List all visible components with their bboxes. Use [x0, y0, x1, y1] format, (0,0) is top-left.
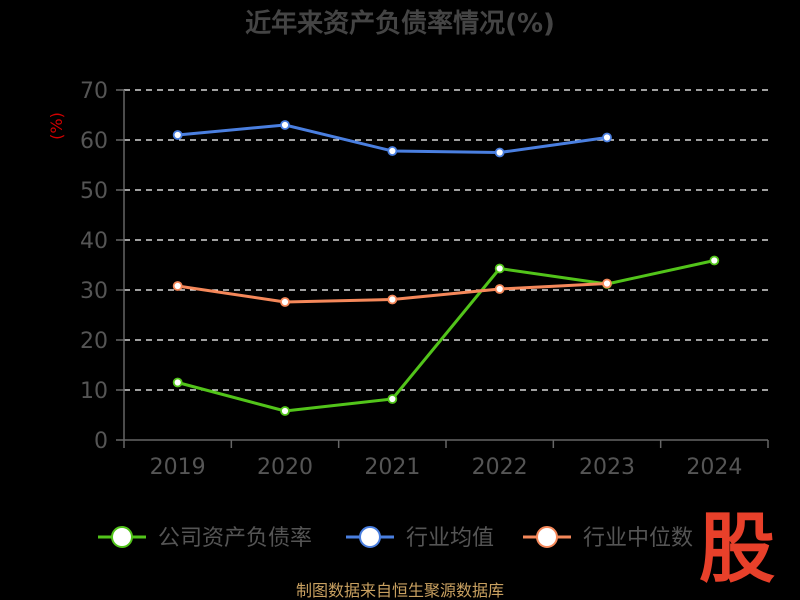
y-tick-label: 30 — [80, 279, 108, 304]
y-tick-label: 60 — [80, 129, 108, 154]
legend-item-label: 行业中位数 — [583, 526, 693, 551]
grid-lines — [124, 89, 768, 391]
data-point — [387, 146, 398, 156]
data-point — [494, 263, 505, 274]
x-tick-label: 2021 — [364, 455, 420, 480]
data-point — [494, 147, 505, 158]
logo-glyph: 股 — [699, 504, 775, 593]
legend: 公司资产负债率 行业均值 行业中位数 — [98, 526, 693, 551]
y-tick-label: 40 — [80, 229, 108, 254]
x-tick-labels: 2019 2020 2021 2022 2023 2024 — [150, 455, 743, 480]
data-point — [602, 278, 612, 289]
y-tick-labels: 0 10 20 30 40 50 60 70 — [80, 79, 108, 454]
x-tick-label: 2022 — [472, 455, 528, 480]
y-tick-label: 20 — [80, 329, 108, 354]
chart-title: 近年来资产负债率情况(%) — [245, 8, 555, 39]
data-point — [709, 255, 720, 266]
y-tick-label: 10 — [80, 379, 108, 404]
y-tick-label: 50 — [80, 179, 108, 204]
x-tick-label: 2020 — [257, 455, 313, 480]
legend-marker — [359, 526, 381, 548]
y-tick-label: 70 — [80, 79, 108, 104]
axes — [116, 89, 769, 448]
data-point — [387, 294, 398, 305]
data-point — [280, 406, 290, 416]
data-point — [172, 130, 183, 140]
series-lines — [172, 120, 720, 416]
y-tick-label: 0 — [94, 429, 108, 454]
source-note: 制图数据来自恒生聚源数据库 — [296, 581, 504, 600]
data-point — [387, 394, 398, 404]
legend-item-label: 行业均值 — [406, 526, 494, 551]
x-tick-label: 2024 — [686, 455, 742, 480]
legend-item-label: 公司资产负债率 — [158, 526, 312, 551]
series-line-1 — [177, 259, 715, 413]
x-tick-label: 2019 — [150, 455, 206, 480]
data-point — [280, 297, 290, 307]
x-tick-label: 2023 — [579, 455, 635, 480]
data-point — [602, 132, 612, 143]
data-point — [280, 120, 290, 130]
data-point — [494, 284, 505, 294]
data-point — [172, 281, 183, 291]
legend-marker — [111, 526, 133, 548]
y-axis-label: (%) — [47, 112, 66, 140]
data-point — [172, 377, 183, 388]
legend-marker — [536, 526, 558, 548]
